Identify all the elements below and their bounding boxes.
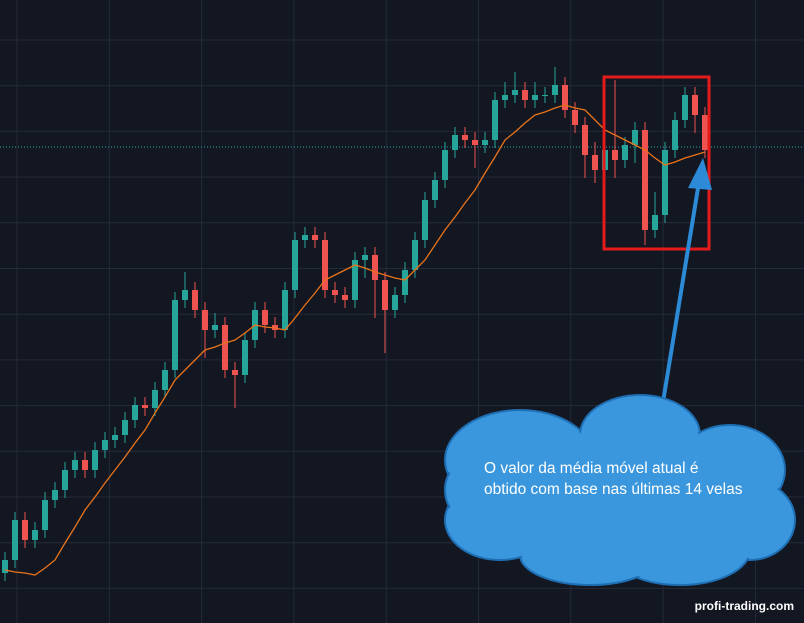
candle-body (302, 235, 308, 240)
candle-body (142, 405, 148, 408)
candle-body (102, 440, 108, 450)
candle-body (212, 325, 218, 330)
candle-body (452, 135, 458, 150)
candle-body (12, 520, 18, 560)
candle-body (172, 300, 178, 370)
arrow-head (688, 158, 712, 190)
arrow-shaft (661, 181, 701, 403)
candle-body (282, 290, 288, 330)
candle-body (72, 460, 78, 470)
candle-body (92, 450, 98, 470)
candle-body (522, 90, 528, 100)
candle-body (422, 200, 428, 240)
candle-body (662, 150, 668, 215)
candle-body (232, 370, 238, 375)
candle-body (632, 130, 638, 145)
candle-body (682, 95, 688, 120)
candle-body (562, 85, 568, 110)
candle-body (312, 235, 318, 240)
annotation: O valor da média móvel atual é obtido co… (484, 460, 743, 498)
candle-body (512, 90, 518, 95)
candle-body (552, 85, 558, 95)
candle-body (702, 115, 708, 150)
candle-body (472, 140, 478, 145)
candle-body (392, 295, 398, 310)
candle-body (182, 290, 188, 300)
candle-body (52, 490, 58, 500)
candle-body (502, 95, 508, 100)
highlight-box (602, 75, 711, 251)
watermark: profi-trading.com (694, 599, 794, 613)
candle-body (542, 95, 548, 96)
candle-body (532, 95, 538, 100)
candle-body (362, 255, 368, 260)
candle-body (482, 140, 488, 145)
candle-body (32, 530, 38, 540)
cloud-fill (447, 397, 793, 583)
candle-body (132, 405, 138, 420)
candle-body (322, 240, 328, 290)
candle-body (592, 155, 598, 170)
candle-body (382, 280, 388, 310)
candle-body (352, 260, 358, 300)
candle-body (372, 255, 378, 280)
candle-body (262, 310, 268, 325)
candle-body (192, 290, 198, 310)
candle-body (652, 215, 658, 230)
candle-body (42, 500, 48, 530)
candle-body (122, 420, 128, 435)
candle-body (222, 325, 228, 370)
candle-body (442, 150, 448, 180)
candle-body (292, 240, 298, 290)
candle-body (492, 100, 498, 140)
moving-average (4, 104, 706, 576)
candle-body (242, 340, 248, 375)
arrow (661, 158, 712, 403)
candle-body (112, 435, 118, 440)
candle-body (672, 120, 678, 150)
candle-body (412, 240, 418, 270)
candle-body (202, 310, 208, 330)
candle-body (342, 295, 348, 300)
candle-body (162, 370, 168, 390)
candle-body (62, 470, 68, 490)
candle-body (642, 130, 648, 230)
candle-body (432, 180, 438, 200)
candle-body (572, 110, 578, 125)
candle-body (22, 520, 28, 540)
candle-body (402, 270, 408, 295)
candle-body (692, 95, 698, 115)
candle-body (582, 125, 588, 155)
candle-body (2, 560, 8, 573)
candle-body (152, 390, 158, 408)
candle-body (462, 135, 468, 140)
candle-body (82, 460, 88, 470)
candle-body (612, 150, 618, 160)
candle-body (332, 290, 338, 295)
candle-body (622, 145, 628, 160)
